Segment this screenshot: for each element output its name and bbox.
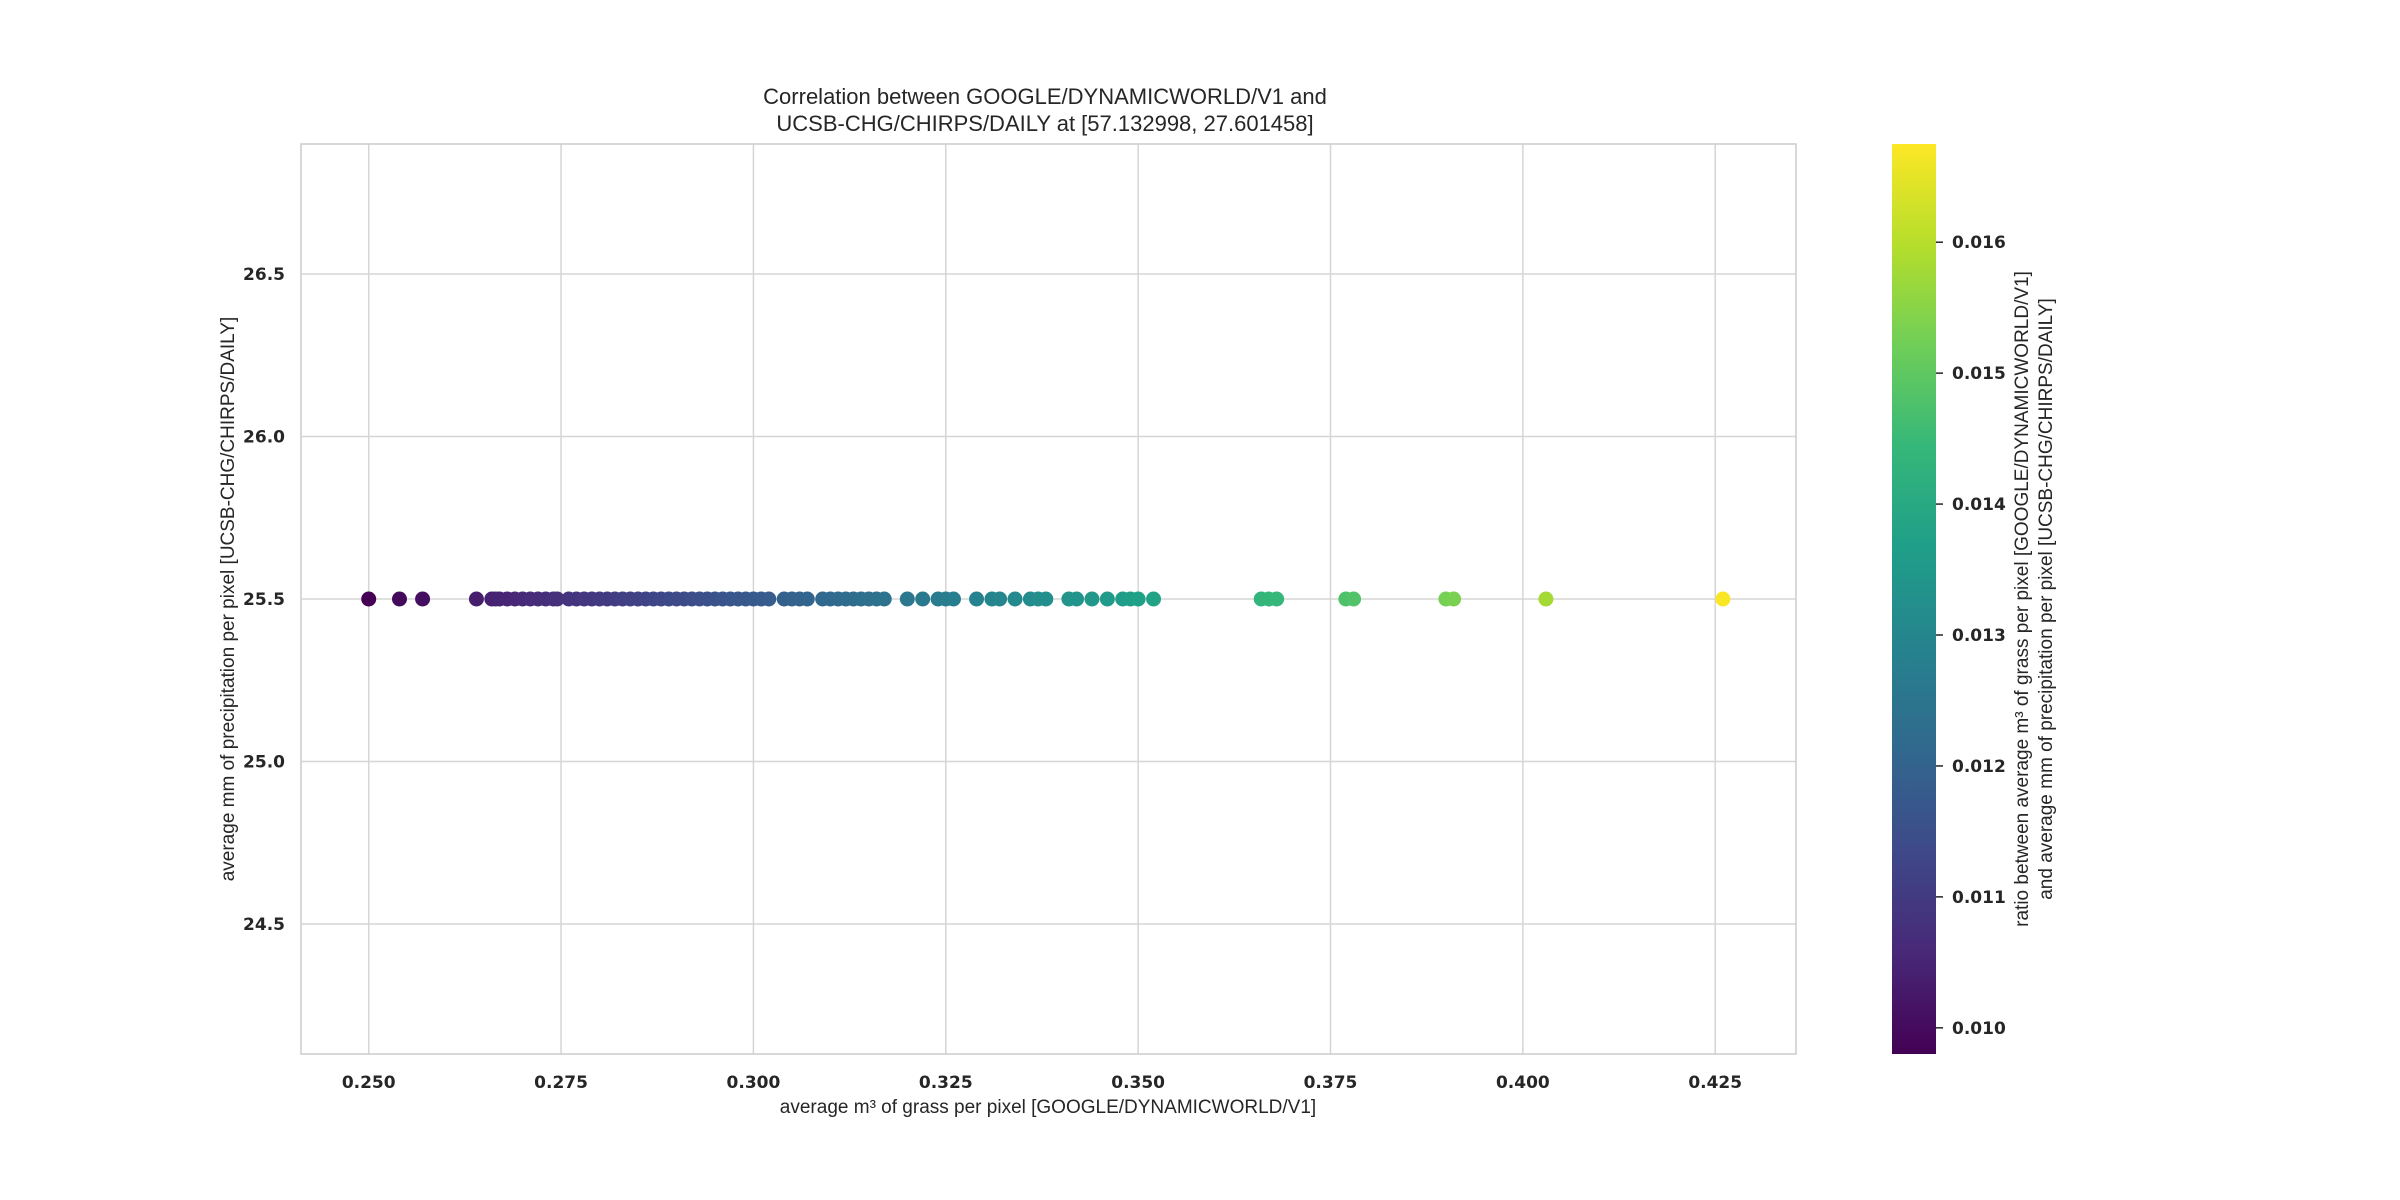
data-point bbox=[876, 591, 892, 607]
x-tick-label: 0.275 bbox=[534, 1073, 588, 1093]
colorbar-label: ratio between average m³ of grass per pi… bbox=[2012, 271, 2057, 927]
data-point bbox=[969, 591, 985, 607]
data-point bbox=[549, 591, 565, 607]
y-tick-label: 25.0 bbox=[243, 753, 285, 773]
y-axis-label: average mm of precipitation per pixel [U… bbox=[218, 317, 239, 882]
data-point bbox=[761, 591, 777, 607]
colorbar-tick-label: 0.012 bbox=[1952, 757, 2006, 777]
chart-title-line-1: Correlation between GOOGLE/DYNAMICWORLD/… bbox=[763, 84, 1327, 109]
data-point bbox=[1099, 591, 1115, 607]
data-point bbox=[1146, 591, 1162, 607]
data-point bbox=[415, 591, 431, 607]
data-point bbox=[799, 591, 815, 607]
data-point bbox=[1084, 591, 1100, 607]
data-point bbox=[1346, 591, 1362, 607]
colorbar-label-line-2: and average mm of precipitation per pixe… bbox=[2036, 298, 2057, 900]
colorbar-ticks: 0.010 0.011 0.012 0.013 0.014 0.015 0.016 bbox=[1936, 233, 2006, 1039]
colorbar bbox=[1892, 144, 1936, 1054]
data-point bbox=[1007, 591, 1023, 607]
plot-area-frame bbox=[300, 143, 1797, 1055]
colorbar-tick-label: 0.013 bbox=[1952, 626, 2006, 646]
colorbar-tick-label: 0.016 bbox=[1952, 233, 2006, 253]
data-point bbox=[1069, 591, 1085, 607]
x-tick-label: 0.250 bbox=[342, 1073, 396, 1093]
data-point bbox=[899, 591, 915, 607]
x-axis-ticks: 0.250 0.275 0.300 0.325 0.350 0.375 0.400 0.425 bbox=[342, 1073, 1742, 1093]
data-point bbox=[361, 591, 377, 607]
colorbar-tick-label: 0.011 bbox=[1952, 888, 2006, 908]
data-point bbox=[945, 591, 961, 607]
x-tick-label: 0.350 bbox=[1111, 1073, 1165, 1093]
data-point bbox=[1130, 591, 1146, 607]
x-tick-label: 0.400 bbox=[1496, 1073, 1550, 1093]
y-tick-label: 24.5 bbox=[243, 915, 285, 935]
colorbar-label-line-1: ratio between average m³ of grass per pi… bbox=[2012, 271, 2033, 927]
y-tick-label: 25.5 bbox=[243, 590, 285, 610]
x-tick-label: 0.425 bbox=[1688, 1073, 1742, 1093]
data-point bbox=[1538, 591, 1554, 607]
chart-title: Correlation between GOOGLE/DYNAMICWORLD/… bbox=[763, 84, 1327, 136]
y-tick-label: 26.0 bbox=[243, 428, 285, 448]
data-point bbox=[992, 591, 1008, 607]
chart-title-line-2: UCSB-CHG/CHIRPS/DAILY at [57.132998, 27.… bbox=[776, 111, 1313, 136]
data-point bbox=[915, 591, 931, 607]
colorbar-tick-label: 0.015 bbox=[1952, 364, 2006, 384]
colorbar-tick-label: 0.010 bbox=[1952, 1019, 2006, 1039]
y-axis-ticks: 24.5 25.0 25.5 26.0 26.5 bbox=[243, 265, 285, 935]
data-point bbox=[1269, 591, 1285, 607]
y-tick-label: 26.5 bbox=[243, 265, 285, 285]
colorbar-tick-label: 0.014 bbox=[1952, 495, 2006, 515]
data-point bbox=[391, 591, 407, 607]
data-point bbox=[1446, 591, 1462, 607]
data-point bbox=[1715, 591, 1731, 607]
data-points bbox=[361, 591, 1731, 607]
x-axis-label: average m³ of grass per pixel [GOOGLE/DY… bbox=[780, 1097, 1316, 1118]
data-point bbox=[1038, 591, 1054, 607]
data-point bbox=[468, 591, 484, 607]
x-tick-label: 0.325 bbox=[919, 1073, 973, 1093]
x-tick-label: 0.375 bbox=[1304, 1073, 1358, 1093]
x-tick-label: 0.300 bbox=[727, 1073, 781, 1093]
